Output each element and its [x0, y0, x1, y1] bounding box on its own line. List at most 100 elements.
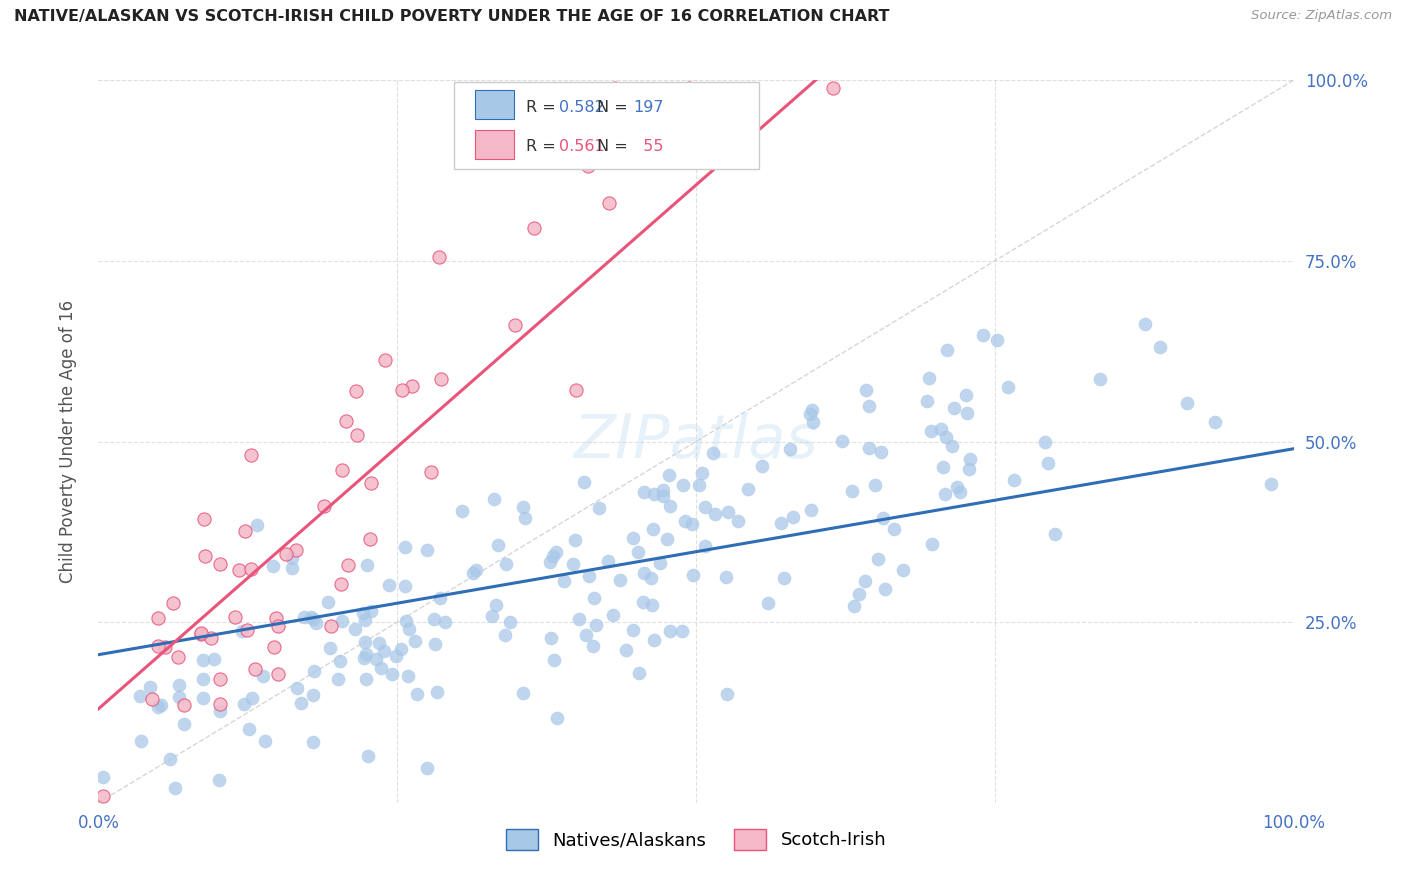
Point: [148, 639, 170, 653]
Point: [319, 619, 342, 633]
Point: [299, 610, 322, 624]
Point: [756, 597, 779, 611]
Point: [693, 539, 716, 553]
Point: [128, 690, 150, 704]
Point: [353, 634, 375, 648]
Point: [374, 353, 396, 368]
Point: [641, 522, 664, 536]
Point: [416, 761, 439, 775]
Point: [335, 414, 357, 428]
Point: [543, 653, 565, 667]
Point: [194, 549, 217, 563]
Point: [252, 669, 274, 683]
Point: [267, 619, 290, 633]
Point: [598, 196, 620, 211]
Point: [280, 550, 302, 565]
Point: [281, 561, 304, 575]
Point: [564, 533, 586, 548]
Point: [254, 734, 277, 748]
Point: [236, 624, 259, 638]
Point: [240, 691, 263, 706]
Point: [640, 598, 662, 612]
Point: [243, 662, 266, 676]
Text: 197: 197: [633, 100, 664, 115]
Point: [193, 511, 215, 525]
Point: [582, 640, 605, 654]
Point: [91, 770, 114, 784]
Point: [540, 632, 562, 646]
Point: [603, 80, 626, 95]
Y-axis label: Child Poverty Under the Age of 16: Child Poverty Under the Age of 16: [59, 300, 77, 583]
Point: [855, 383, 877, 397]
Point: [541, 549, 564, 564]
Point: [129, 733, 152, 747]
Point: [1090, 372, 1112, 386]
Point: [319, 640, 342, 655]
Point: [330, 463, 353, 477]
Point: [935, 430, 957, 444]
Point: [800, 403, 823, 417]
Point: [141, 691, 163, 706]
Point: [301, 612, 323, 626]
Point: [381, 667, 404, 681]
Point: [703, 507, 725, 521]
Point: [682, 567, 704, 582]
Point: [929, 422, 952, 436]
Point: [1133, 318, 1156, 332]
Point: [173, 698, 195, 712]
Point: [546, 711, 568, 725]
Point: [150, 698, 173, 712]
Point: [233, 697, 256, 711]
Point: [853, 574, 876, 588]
Point: [716, 687, 738, 701]
Point: [312, 499, 335, 513]
Point: [702, 446, 724, 460]
Point: [1043, 526, 1066, 541]
Point: [165, 780, 187, 795]
Point: [717, 506, 740, 520]
Point: [609, 573, 631, 587]
Point: [316, 595, 339, 609]
Point: [627, 665, 650, 680]
Point: [546, 545, 568, 559]
Point: [173, 716, 195, 731]
Point: [396, 669, 419, 683]
Point: [356, 558, 378, 572]
Point: [391, 383, 413, 397]
Point: [190, 626, 212, 640]
Point: [464, 563, 486, 577]
Text: R =: R =: [526, 100, 561, 115]
Point: [190, 627, 212, 641]
Point: [1002, 473, 1025, 487]
Point: [343, 623, 366, 637]
Point: [503, 318, 526, 332]
Point: [481, 608, 503, 623]
Point: [652, 489, 675, 503]
Point: [246, 518, 269, 533]
Point: [515, 511, 537, 525]
Point: [576, 159, 599, 173]
Point: [360, 476, 382, 491]
Legend: Natives/Alaskans, Scotch-Irish: Natives/Alaskans, Scotch-Irish: [496, 820, 896, 859]
Point: [167, 678, 190, 692]
Point: [727, 514, 749, 528]
Point: [302, 735, 325, 749]
Point: [233, 524, 256, 538]
Point: [450, 504, 472, 518]
Point: [373, 644, 395, 658]
Point: [139, 680, 162, 694]
Point: [770, 516, 793, 531]
Point: [159, 752, 181, 766]
Point: [918, 371, 941, 385]
Point: [737, 482, 759, 496]
Point: [949, 485, 972, 500]
Point: [627, 545, 650, 559]
Point: [238, 722, 260, 736]
Point: [484, 491, 506, 506]
Point: [955, 388, 977, 402]
Point: [883, 522, 905, 536]
Point: [868, 551, 890, 566]
Point: [404, 633, 426, 648]
Point: [891, 563, 914, 577]
Point: [330, 577, 353, 591]
